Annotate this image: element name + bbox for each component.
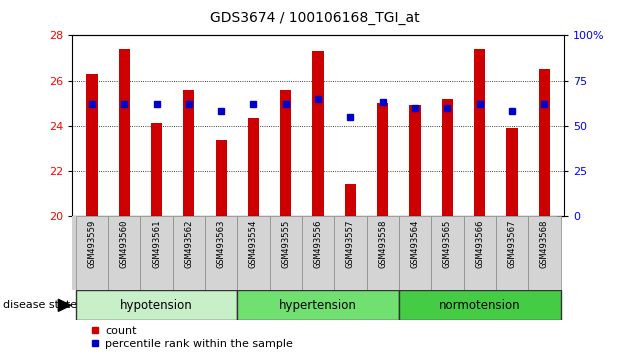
Bar (335, 216, 367, 290)
Bar (205, 216, 238, 290)
Bar (238, 216, 270, 290)
Text: GSM493557: GSM493557 (346, 219, 355, 268)
Text: GSM493560: GSM493560 (120, 219, 129, 268)
Text: GSM493558: GSM493558 (378, 219, 387, 268)
Bar (76, 216, 108, 290)
Bar (302, 216, 335, 290)
Bar (432, 216, 464, 290)
Bar (399, 216, 432, 290)
Bar (345, 184, 356, 216)
Text: GSM493568: GSM493568 (540, 219, 549, 268)
Text: GSM493566: GSM493566 (475, 219, 484, 268)
Bar (183, 90, 195, 216)
Bar (86, 74, 98, 216)
Bar (215, 140, 227, 216)
Bar (410, 105, 421, 216)
Bar (151, 124, 162, 216)
Text: GSM493561: GSM493561 (152, 219, 161, 268)
Text: GSM493567: GSM493567 (508, 219, 517, 268)
Text: GSM493555: GSM493555 (282, 219, 290, 268)
Bar (108, 216, 140, 290)
Bar (496, 216, 529, 290)
Text: hypotension: hypotension (120, 299, 193, 312)
Text: GSM493554: GSM493554 (249, 219, 258, 268)
Polygon shape (58, 299, 71, 312)
Bar (173, 216, 205, 290)
Text: hypertension: hypertension (279, 299, 357, 312)
Bar (248, 118, 259, 216)
Bar (474, 49, 486, 216)
Text: normotension: normotension (439, 299, 520, 312)
Text: GDS3674 / 100106168_TGI_at: GDS3674 / 100106168_TGI_at (210, 11, 420, 25)
Bar (238, 290, 399, 320)
Bar (507, 128, 518, 216)
Bar (118, 49, 130, 216)
Bar (280, 90, 292, 216)
Text: GSM493556: GSM493556 (314, 219, 323, 268)
Text: GSM493564: GSM493564 (411, 219, 420, 268)
Bar (140, 216, 173, 290)
Bar (312, 51, 324, 216)
Text: disease state: disease state (3, 300, 77, 310)
Text: GSM493565: GSM493565 (443, 219, 452, 268)
Bar (442, 98, 453, 216)
Bar (539, 69, 550, 216)
Text: GSM493563: GSM493563 (217, 219, 226, 268)
Bar (270, 216, 302, 290)
Bar (399, 290, 561, 320)
Bar (76, 290, 238, 320)
Legend: count, percentile rank within the sample: count, percentile rank within the sample (91, 326, 293, 349)
Bar (529, 216, 561, 290)
Bar (377, 103, 389, 216)
Bar (464, 216, 496, 290)
Text: GSM493562: GSM493562 (185, 219, 193, 268)
Text: GSM493559: GSM493559 (88, 219, 96, 268)
Bar (367, 216, 399, 290)
